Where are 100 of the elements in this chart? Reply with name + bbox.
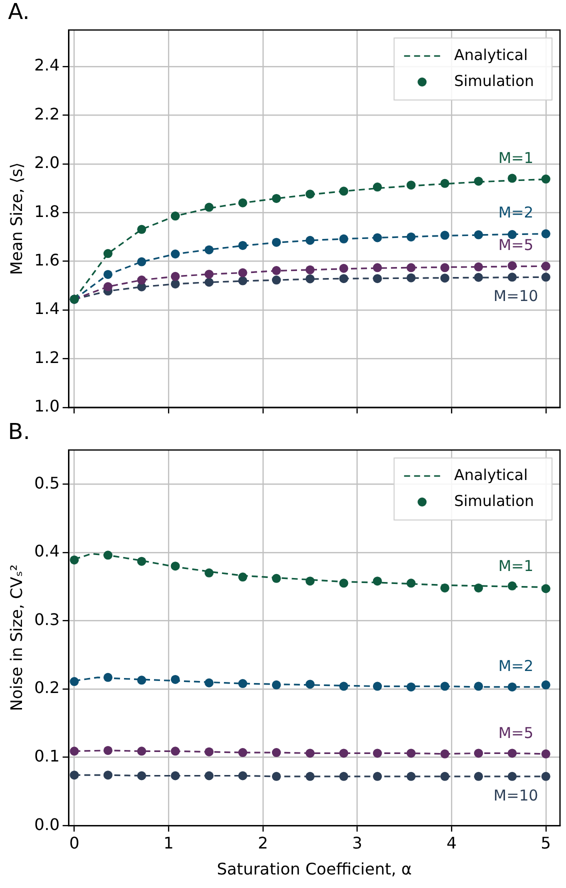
point	[508, 174, 517, 183]
y-tick-label: 0.5	[34, 473, 60, 492]
point	[103, 249, 112, 258]
point	[306, 236, 315, 245]
point	[70, 746, 79, 756]
point	[238, 276, 248, 286]
point	[70, 555, 79, 564]
point	[103, 282, 112, 292]
x-tick-label: 3	[352, 833, 362, 852]
point	[170, 771, 180, 780]
y-axis-title: Mean Size, ⟨s⟩	[6, 162, 26, 275]
y-tick-label: 1.8	[34, 202, 60, 221]
point	[541, 584, 550, 594]
x-tick-label: 5	[540, 833, 551, 852]
x-tick-label: 2	[258, 833, 268, 852]
point	[406, 232, 416, 242]
point	[272, 194, 281, 203]
point	[541, 272, 550, 282]
y-tick-label: 0.1	[34, 746, 60, 766]
annotation: M=1	[498, 557, 534, 576]
point	[306, 680, 315, 689]
y-tick-label: 2.0	[34, 153, 60, 172]
legend-label: Simulation	[454, 72, 534, 90]
point	[137, 276, 146, 285]
point	[474, 772, 484, 781]
point	[70, 677, 79, 686]
point	[137, 746, 146, 756]
point	[508, 581, 517, 590]
point	[272, 574, 281, 583]
point	[306, 576, 315, 586]
point	[170, 746, 180, 756]
point	[272, 238, 281, 247]
point	[204, 202, 214, 212]
y-tick-label: 1.4	[34, 299, 60, 318]
point	[339, 748, 348, 758]
point	[137, 676, 146, 685]
point	[339, 274, 348, 284]
annotation: M=2	[498, 204, 534, 222]
y-tick-label: 2.2	[34, 104, 60, 124]
point	[137, 224, 146, 234]
point	[70, 770, 79, 780]
point	[238, 240, 248, 250]
point	[272, 266, 281, 276]
point	[406, 273, 416, 282]
point	[541, 262, 550, 271]
point	[474, 748, 484, 758]
point	[103, 270, 112, 279]
point	[238, 748, 248, 758]
point	[406, 772, 416, 781]
point	[170, 212, 180, 221]
y-tick-label: 0.2	[34, 678, 60, 698]
point	[137, 257, 146, 266]
point	[306, 265, 315, 274]
point	[339, 772, 348, 781]
x-tick-label: 0	[69, 833, 80, 852]
point	[238, 572, 248, 582]
point	[372, 576, 382, 586]
point	[406, 180, 416, 190]
point	[204, 747, 214, 756]
point	[339, 578, 348, 588]
point	[238, 198, 248, 208]
annotation: M=2	[498, 656, 534, 675]
point	[103, 746, 112, 755]
point	[170, 562, 180, 571]
point	[541, 749, 550, 758]
annotation: M=1	[498, 149, 534, 168]
y-tick-label: 0.0	[34, 814, 60, 834]
point	[474, 272, 484, 282]
x-tick-label: 4	[446, 833, 457, 852]
point	[238, 771, 248, 780]
annotation: M=5	[498, 236, 534, 254]
x-axis-title: Saturation Coefficient, α	[216, 860, 412, 879]
point	[541, 680, 550, 690]
point	[406, 263, 416, 272]
annotation: M=10	[494, 287, 538, 306]
point	[339, 682, 348, 691]
point	[137, 556, 146, 566]
point	[103, 770, 112, 780]
point	[406, 682, 416, 692]
point	[474, 262, 484, 272]
point	[508, 230, 517, 240]
legend-label: Simulation	[454, 492, 534, 510]
point	[474, 176, 484, 186]
point	[474, 230, 484, 240]
point	[170, 279, 180, 288]
point	[306, 274, 315, 284]
point	[103, 550, 112, 560]
point	[170, 250, 180, 259]
point	[170, 272, 180, 281]
point	[204, 245, 214, 254]
point	[339, 186, 348, 196]
point	[204, 270, 214, 279]
y-tick-label: 1.6	[34, 250, 60, 270]
point	[204, 568, 214, 578]
point	[272, 276, 281, 285]
point	[440, 263, 450, 272]
point	[474, 682, 484, 691]
annotation: M=10	[494, 786, 538, 804]
point	[103, 672, 112, 682]
point	[541, 229, 550, 238]
